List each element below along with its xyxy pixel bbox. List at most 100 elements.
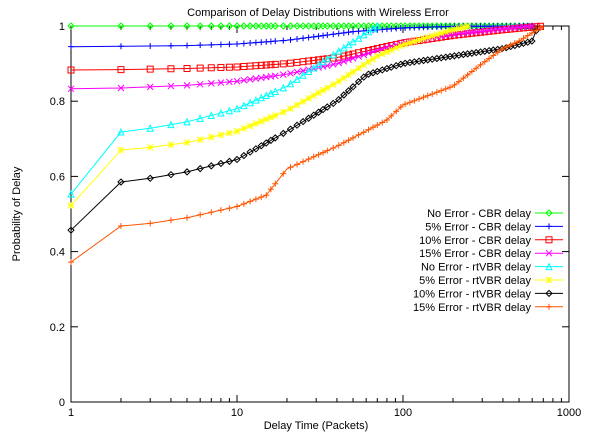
series-point xyxy=(184,42,191,49)
series-point xyxy=(183,168,191,176)
series-point xyxy=(67,189,75,198)
series-point xyxy=(167,22,175,30)
series-point xyxy=(287,105,294,112)
series-point xyxy=(294,161,301,168)
series-point xyxy=(370,124,377,131)
series-point xyxy=(271,60,279,68)
series-point xyxy=(68,259,74,266)
series-4 xyxy=(67,22,536,93)
series-point xyxy=(217,108,225,117)
series-point xyxy=(293,75,301,83)
series-point xyxy=(167,141,175,149)
series-point xyxy=(323,103,332,111)
series-point xyxy=(340,58,348,65)
series-point xyxy=(279,83,288,92)
series-point xyxy=(147,42,154,49)
series-point xyxy=(383,48,391,56)
series-point xyxy=(320,32,327,39)
series-point xyxy=(330,31,337,38)
series-point xyxy=(225,157,234,166)
series-point xyxy=(460,23,467,31)
series-point xyxy=(299,22,307,30)
series-8 xyxy=(68,24,544,266)
series-point xyxy=(286,22,295,30)
series-point xyxy=(319,105,327,114)
legend-marker xyxy=(545,289,553,298)
series-point xyxy=(233,77,241,85)
series-point xyxy=(183,82,191,89)
series-point xyxy=(335,22,343,30)
series-point xyxy=(233,22,241,30)
series-point xyxy=(355,131,362,138)
series-point xyxy=(240,200,247,207)
series-point xyxy=(323,54,332,63)
series-point xyxy=(442,85,449,92)
legend-marker xyxy=(545,209,553,217)
series-point xyxy=(360,129,367,136)
legend-marker xyxy=(545,262,553,271)
series-point xyxy=(537,24,544,31)
series-point xyxy=(257,93,266,102)
series-point xyxy=(117,84,125,92)
series-point xyxy=(324,147,331,154)
series-point xyxy=(340,52,348,60)
series-point xyxy=(279,129,287,138)
series-6 xyxy=(67,22,471,209)
series-point xyxy=(350,28,357,35)
series-point xyxy=(410,38,418,45)
series-point xyxy=(252,75,260,82)
series-point xyxy=(252,96,260,104)
series-point xyxy=(310,22,318,30)
series-point xyxy=(67,22,75,30)
series-point xyxy=(323,22,332,30)
series-point xyxy=(373,45,381,53)
series-point xyxy=(360,73,368,81)
series-point xyxy=(286,125,295,133)
series-point xyxy=(196,22,204,30)
series-point xyxy=(286,79,295,88)
series-point xyxy=(378,50,386,58)
series-point xyxy=(287,70,294,77)
series-point xyxy=(499,46,506,53)
series-point xyxy=(279,22,287,30)
series-point xyxy=(279,108,287,116)
series-point xyxy=(383,117,390,123)
series-point xyxy=(246,122,254,130)
series-point xyxy=(324,32,331,39)
series-point xyxy=(67,226,75,234)
series-point xyxy=(183,64,191,72)
series-point xyxy=(420,94,427,101)
series-point xyxy=(257,142,265,150)
y-tick-label: 0.8 xyxy=(50,96,65,108)
series-point xyxy=(226,78,233,86)
series-point xyxy=(246,22,254,30)
series-point xyxy=(240,22,248,30)
series-point xyxy=(240,76,248,84)
series-point xyxy=(146,124,155,132)
series-point xyxy=(528,30,535,37)
series-point xyxy=(279,71,287,79)
series-point xyxy=(365,58,372,66)
series-point xyxy=(225,106,234,115)
x-tick-label: 1000 xyxy=(557,407,581,419)
series-point xyxy=(146,174,154,182)
series-point xyxy=(310,111,318,119)
series-point xyxy=(392,44,400,52)
series-point xyxy=(387,46,395,54)
series-point xyxy=(315,33,322,40)
series-point xyxy=(401,40,409,48)
series-point xyxy=(397,104,404,111)
legend-label: 5% Error - rtVBR delay xyxy=(419,275,531,287)
series-point xyxy=(406,99,413,106)
series-point xyxy=(329,81,337,88)
series-point xyxy=(147,220,154,227)
series-point xyxy=(437,29,445,37)
series-point xyxy=(305,95,312,102)
series-point xyxy=(299,67,307,75)
series-point xyxy=(234,203,240,210)
series-point xyxy=(240,125,248,132)
series-point xyxy=(207,133,215,141)
legend-marker xyxy=(545,276,553,284)
series-point xyxy=(67,66,75,74)
series-point xyxy=(428,32,436,40)
